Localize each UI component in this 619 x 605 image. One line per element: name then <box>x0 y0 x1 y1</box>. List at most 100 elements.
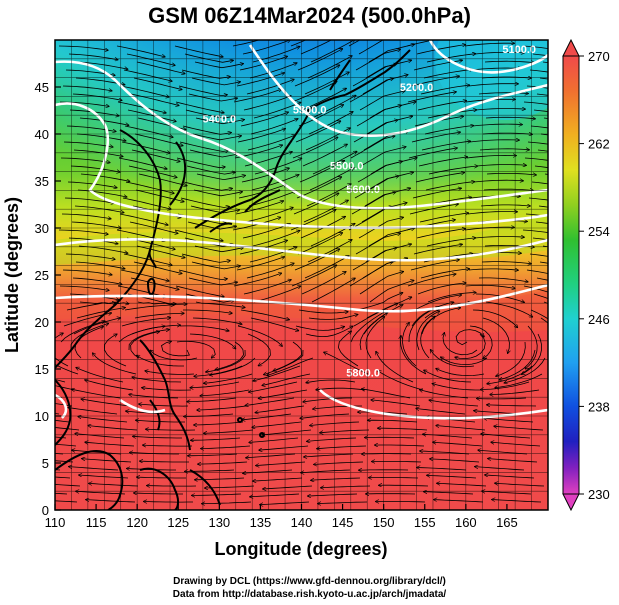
streamline <box>183 309 232 313</box>
y-tick-label: 5 <box>42 456 49 471</box>
streamline <box>116 45 165 57</box>
streamline <box>413 244 463 255</box>
x-tick-label: 130 <box>208 515 230 530</box>
streamline <box>471 68 521 70</box>
streamline <box>466 155 516 159</box>
streamline <box>55 436 67 439</box>
streamline <box>427 293 476 303</box>
streamline <box>250 119 298 135</box>
streamline <box>175 285 224 297</box>
streamline <box>76 367 124 383</box>
streamline <box>204 429 254 433</box>
x-tick-label: 110 <box>45 515 66 530</box>
streamline <box>117 101 166 113</box>
streamline <box>369 478 419 479</box>
streamline <box>536 277 548 281</box>
colorbar-tick-label: 230 <box>588 487 610 502</box>
streamline <box>529 69 548 73</box>
x-tick-label: 160 <box>455 515 477 530</box>
streamline <box>253 477 303 481</box>
streamline <box>65 253 115 259</box>
streamline <box>534 165 548 168</box>
streamline <box>60 321 105 343</box>
streamline <box>78 61 128 69</box>
streamline <box>428 166 478 175</box>
streamline <box>368 420 418 423</box>
streamline <box>529 253 548 257</box>
streamline <box>181 69 230 78</box>
streamline <box>416 229 466 239</box>
streamline <box>78 417 128 423</box>
streamline <box>304 72 349 95</box>
streamline <box>179 325 229 331</box>
streamline <box>531 181 548 185</box>
streamline <box>368 44 415 63</box>
streamline <box>499 349 536 380</box>
streamline <box>318 502 368 504</box>
streamline <box>76 308 125 319</box>
streamline <box>359 272 404 295</box>
streamline <box>215 341 244 370</box>
streamline <box>486 173 536 175</box>
streamline <box>290 40 307 47</box>
streamline <box>191 261 241 270</box>
streamline <box>247 135 295 151</box>
streamline <box>523 101 548 105</box>
streamline <box>76 133 126 141</box>
streamline <box>185 109 234 118</box>
streamline <box>298 105 344 127</box>
streamline <box>188 277 238 286</box>
streamline <box>248 191 296 207</box>
streamline <box>496 341 526 376</box>
streamline <box>133 261 182 274</box>
streamline <box>297 49 343 71</box>
streamline <box>262 373 311 386</box>
streamline <box>301 272 346 295</box>
streamline <box>251 175 299 191</box>
streamline <box>303 200 348 223</box>
streamline <box>139 404 189 407</box>
streamline <box>421 141 471 151</box>
streamline <box>538 205 548 208</box>
streamline <box>74 205 124 213</box>
streamline <box>495 373 543 388</box>
streamline <box>365 437 415 438</box>
streamline <box>73 149 123 157</box>
streamline <box>133 436 182 438</box>
x-tick-label: 125 <box>167 515 189 530</box>
streamline <box>324 352 369 375</box>
streamline <box>455 329 484 346</box>
streamline <box>311 477 361 480</box>
streamline <box>58 45 108 50</box>
streamline <box>188 453 238 456</box>
streamline <box>297 233 343 255</box>
streamline <box>126 53 175 65</box>
y-tick-label: 35 <box>35 174 49 189</box>
streamline <box>118 326 165 343</box>
streamline <box>64 197 114 203</box>
streamline <box>137 477 186 478</box>
streamline <box>320 429 370 433</box>
streamline <box>174 229 223 241</box>
streamline <box>420 316 436 359</box>
streamline <box>528 197 548 201</box>
streamline <box>300 40 332 55</box>
streamline <box>472 124 522 126</box>
streamline <box>482 317 509 354</box>
streamline <box>55 469 61 471</box>
streamline <box>76 491 126 495</box>
streamline <box>375 445 425 446</box>
streamline <box>85 442 135 447</box>
streamline <box>440 357 488 366</box>
streamline <box>194 365 243 376</box>
streamline <box>75 261 125 269</box>
streamline <box>137 355 184 367</box>
streamline <box>372 461 422 462</box>
streamline <box>526 85 548 89</box>
streamline <box>536 93 548 96</box>
streamline <box>136 61 185 74</box>
streamline <box>369 280 414 303</box>
streamline <box>302 144 347 167</box>
streamline <box>136 245 185 258</box>
streamline <box>312 151 357 175</box>
